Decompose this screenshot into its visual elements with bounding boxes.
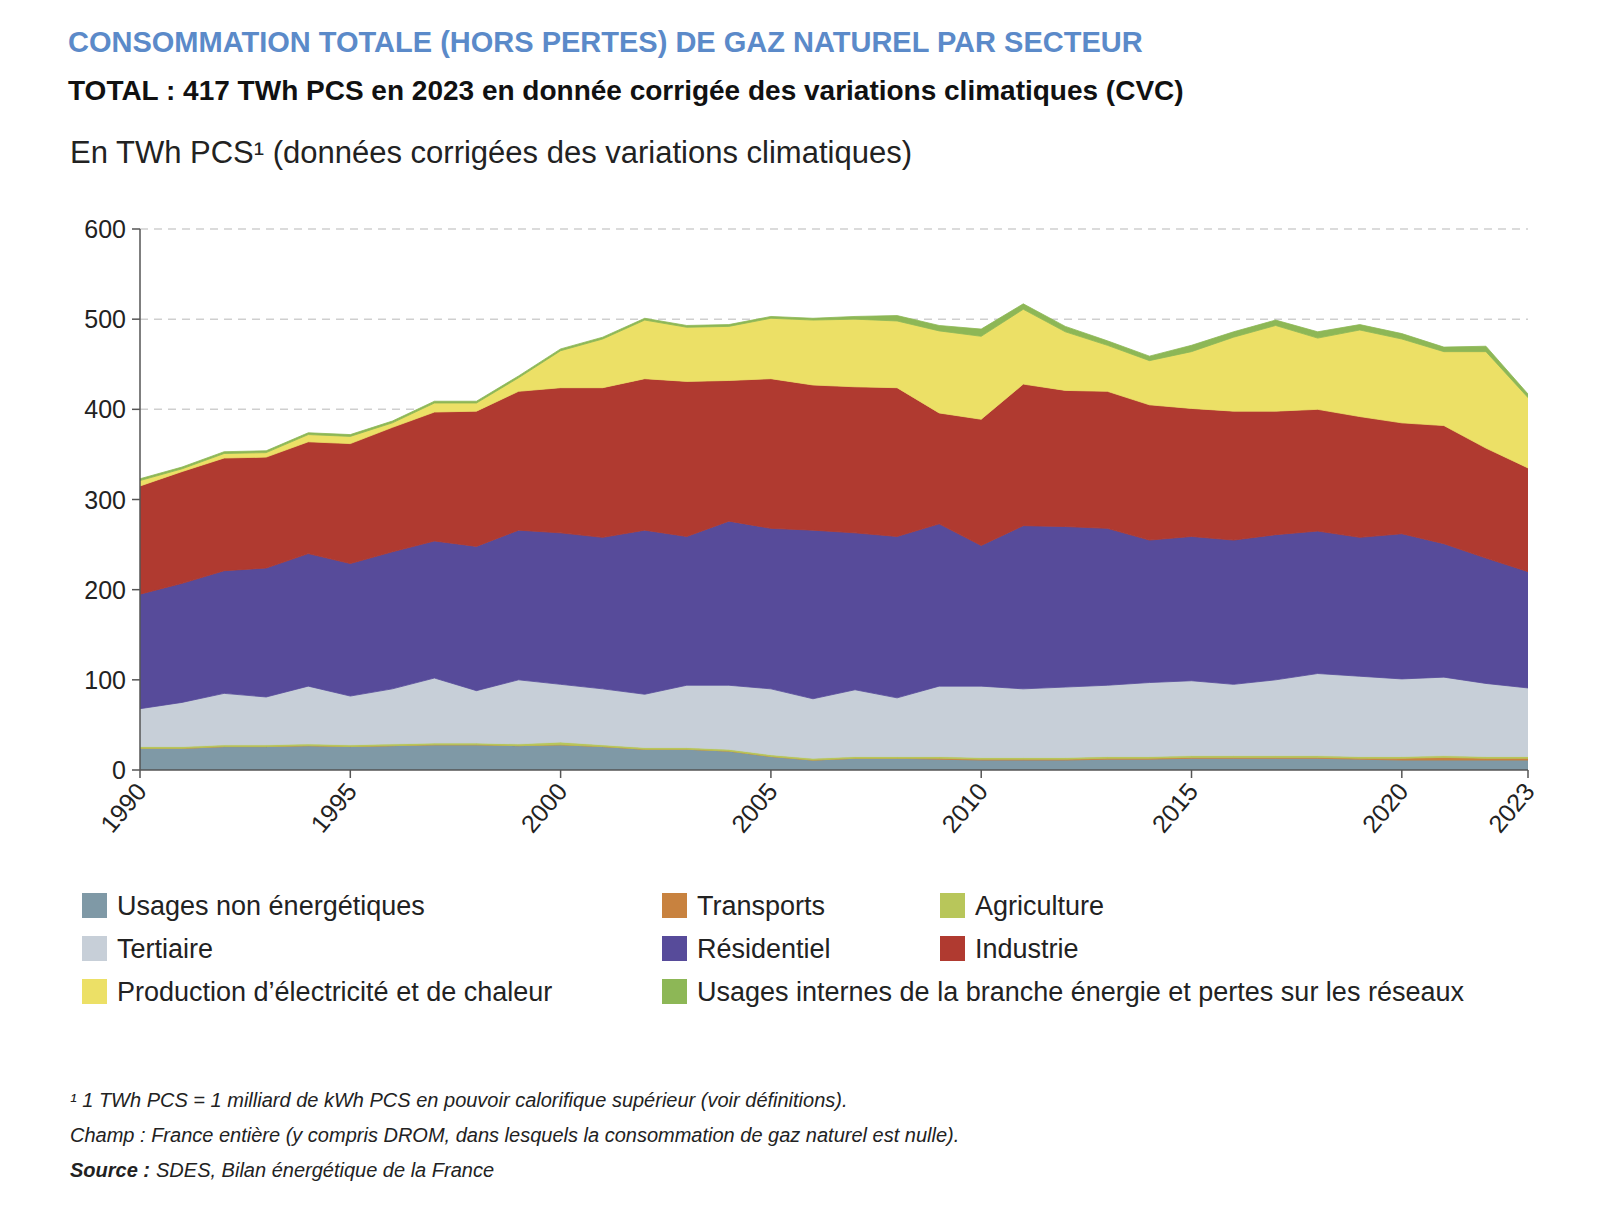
x-tick — [770, 770, 772, 778]
y-tick — [132, 769, 140, 771]
y-tick-label: 500 — [84, 305, 126, 333]
legend-label: Résidentiel — [697, 934, 831, 964]
x-tick-label: 2000 — [515, 777, 572, 838]
grid-line — [140, 228, 1528, 230]
y-tick-label: 400 — [84, 395, 126, 423]
grid — [132, 229, 1528, 770]
x-tick — [1401, 770, 1403, 778]
x-tick-label: 1990 — [95, 777, 152, 838]
x-tick — [350, 770, 352, 778]
legend-swatch — [82, 893, 107, 918]
y-tick-label: 0 — [112, 756, 126, 784]
legend-swatch — [940, 893, 965, 918]
subtitle: TOTAL : 417 TWh PCS en 2023 en donnée co… — [68, 75, 1184, 106]
x-tick-label: 2023 — [1483, 777, 1540, 838]
x-tick-label: 2015 — [1146, 777, 1203, 838]
legend-label: Production d’électricité et de chaleur — [117, 977, 552, 1007]
area — [140, 379, 1528, 594]
y-tick-label: 100 — [84, 666, 126, 694]
y-tick-label: 300 — [84, 486, 126, 514]
legend-label: Transports — [697, 891, 825, 921]
y-tick — [132, 679, 140, 681]
title: CONSOMMATION TOTALE (HORS PERTES) DE GAZ… — [68, 26, 1143, 58]
areas — [140, 304, 1528, 770]
legend-swatch — [662, 936, 687, 961]
y-tick — [132, 318, 140, 320]
x-axis — [140, 769, 1528, 771]
area — [140, 304, 1528, 481]
legend-label: Usages internes de la branche énergie et… — [697, 977, 1464, 1007]
y-axis-label: En TWh PCS¹ (données corrigées des varia… — [70, 135, 912, 170]
legend-swatch — [940, 936, 965, 961]
legend-swatch — [82, 936, 107, 961]
chart: CONSOMMATION TOTALE (HORS PERTES) DE GAZ… — [0, 0, 1600, 1209]
source-label: Source : — [70, 1159, 150, 1181]
x-tick — [560, 770, 562, 778]
legend-label: Industrie — [975, 934, 1079, 964]
legend-label: Agriculture — [975, 891, 1104, 921]
x-tick — [980, 770, 982, 778]
y-tick — [132, 589, 140, 591]
x-tick — [1191, 770, 1193, 778]
x-tick — [139, 770, 141, 778]
legend-label: Tertiaire — [117, 934, 213, 964]
footnote: Champ : France entière (y compris DROM, … — [70, 1124, 959, 1146]
legend-label: Usages non énergétiques — [117, 891, 425, 921]
y-tick — [132, 409, 140, 411]
source-text: SDES, Bilan énergétique de la France — [156, 1159, 494, 1181]
y-tick — [132, 228, 140, 230]
legend-swatch — [82, 979, 107, 1004]
source: Source : SDES, Bilan énergétique de la Fr… — [70, 1159, 494, 1181]
x-tick-label: 2005 — [726, 777, 783, 838]
x-tick-label: 2020 — [1356, 777, 1413, 838]
x-tick-label: 1995 — [305, 777, 362, 838]
legend-swatch — [662, 893, 687, 918]
x-tick — [1527, 770, 1529, 778]
legend-swatch — [662, 979, 687, 1004]
x-tick-label: 2010 — [936, 777, 993, 838]
y-axis — [139, 229, 141, 770]
y-tick — [132, 499, 140, 501]
y-tick-label: 200 — [84, 576, 126, 604]
y-tick-label: 600 — [84, 215, 126, 243]
footnote: ¹ 1 TWh PCS = 1 milliard de kWh PCS en p… — [70, 1089, 848, 1111]
